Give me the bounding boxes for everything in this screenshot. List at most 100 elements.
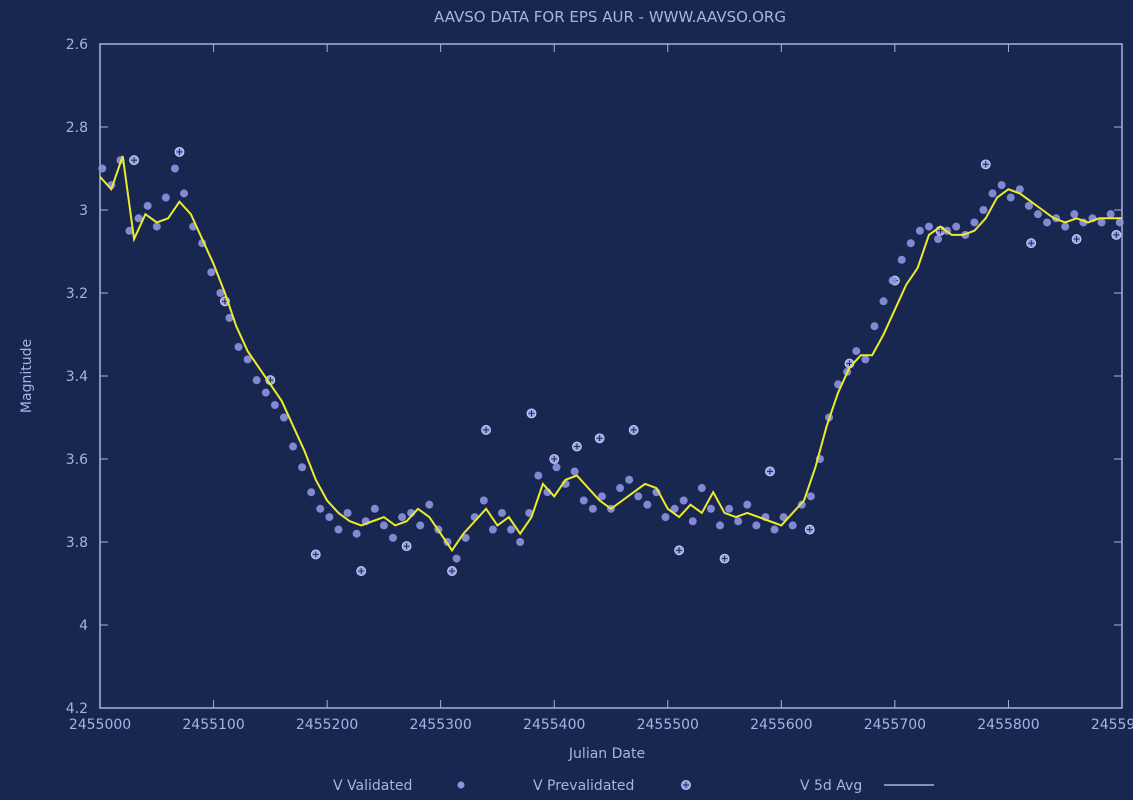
prevalidated-point (719, 553, 730, 564)
validated-point (852, 347, 861, 356)
validated-point (588, 504, 597, 513)
validated-point (752, 521, 761, 530)
validated-point (488, 525, 497, 534)
validated-point (134, 214, 143, 223)
prevalidated-point (174, 146, 185, 157)
prevalidated-point (129, 155, 139, 166)
x-tick-label: 2455000 (69, 717, 131, 733)
y-axis-title: Magnitude (19, 339, 35, 413)
x-tick-label: 2455300 (409, 717, 471, 733)
legend-marker-validated (457, 781, 465, 789)
legend-marker-prevalidated (681, 780, 691, 790)
validated-point (234, 342, 243, 351)
validated-point (125, 226, 134, 235)
validated-point (152, 222, 161, 231)
validated-point (279, 413, 288, 422)
validated-point (216, 289, 225, 297)
x-tick-label: 2455900 (1091, 717, 1133, 733)
validated-point (734, 517, 743, 526)
validated-point (1115, 218, 1124, 227)
validated-point (1015, 185, 1024, 194)
x-tick-label: 2455400 (523, 717, 585, 733)
validated-point (289, 442, 298, 451)
y-tick-label: 3.6 (66, 452, 88, 468)
validated-point (770, 525, 779, 534)
prevalidated-point (310, 549, 321, 560)
prevalidated-point (549, 454, 560, 464)
validated-point (570, 467, 579, 476)
validated-point (688, 517, 697, 526)
prevalidated-point (1071, 234, 1082, 244)
validated-point (897, 255, 906, 264)
prevalidated-point (447, 566, 457, 576)
validated-point (388, 533, 397, 542)
validated-point (207, 268, 216, 277)
validated-point (261, 388, 270, 397)
validated-point (634, 492, 643, 501)
validated-point (225, 313, 234, 322)
x-tick-label: 2455500 (637, 717, 699, 733)
plot-frame (99, 43, 1123, 709)
validated-point (325, 513, 334, 522)
validated-point (425, 500, 434, 509)
prevalidated-point (1026, 238, 1037, 249)
validated-point (1106, 210, 1115, 219)
y-tick-label: 2.8 (66, 120, 88, 136)
legend-label-prevalidated: V Prevalidated (533, 778, 634, 794)
validated-point (352, 529, 361, 538)
validated-point (979, 206, 988, 214)
x-tick-label: 2455700 (864, 717, 926, 733)
chart-title: AAVSO DATA FOR EPS AUR - WWW.AAVSO.ORG (434, 8, 786, 26)
validated-point (1024, 201, 1033, 210)
validated-point (270, 401, 279, 410)
validated-point (1033, 210, 1042, 219)
validated-point (479, 496, 488, 505)
x-tick-label: 2455800 (977, 717, 1039, 733)
validated-point (579, 496, 588, 505)
validated-point (906, 239, 915, 248)
validated-point (788, 521, 797, 530)
validated-point (915, 226, 924, 235)
validated-point (507, 525, 516, 534)
validated-point (997, 181, 1006, 190)
average-series (99, 155, 1122, 553)
x-tick-label: 2455200 (296, 717, 358, 733)
prevalidated-point (804, 524, 815, 535)
validated-point (170, 164, 179, 173)
prevalidated-point (572, 441, 582, 452)
validated-point (779, 513, 788, 522)
prevalidated-point (594, 433, 605, 444)
prevalidated-point (526, 408, 537, 419)
prevalidated-point (628, 425, 639, 435)
validated-point (243, 355, 252, 364)
legend: V Validated V Prevalidated V 5d Avg (333, 778, 934, 794)
y-tick-label: 4 (79, 618, 88, 634)
validated-point (416, 521, 425, 530)
validated-point (870, 322, 879, 331)
validated-point (743, 500, 752, 509)
y-tick-label: 3.8 (66, 535, 88, 551)
x-tick-labels: 2455000 2455100 2455200 2455300 2455400 24555… (69, 717, 1133, 733)
validated-point (806, 492, 815, 501)
prevalidated-point (356, 566, 367, 576)
validated-point (697, 484, 706, 493)
validated-point (1061, 222, 1070, 231)
validated-point (934, 235, 943, 244)
validated-point (161, 193, 170, 202)
validated-point (461, 533, 470, 542)
validated-point (252, 376, 261, 385)
legend-label-validated: V Validated (333, 778, 412, 794)
prevalidated-point (765, 466, 775, 477)
legend-label-average: V 5d Avg (800, 778, 862, 794)
validated-point (298, 463, 307, 472)
x-tick-label: 2455600 (750, 717, 812, 733)
prevalidated-point (401, 541, 412, 552)
validated-point (452, 554, 461, 563)
prevalidated-point (980, 159, 991, 170)
validated-point (334, 525, 343, 534)
validated-point (516, 538, 525, 546)
axis-ticks (99, 43, 1123, 709)
validated-point (143, 201, 152, 210)
validated-point (661, 513, 670, 522)
validated-point (670, 504, 679, 513)
